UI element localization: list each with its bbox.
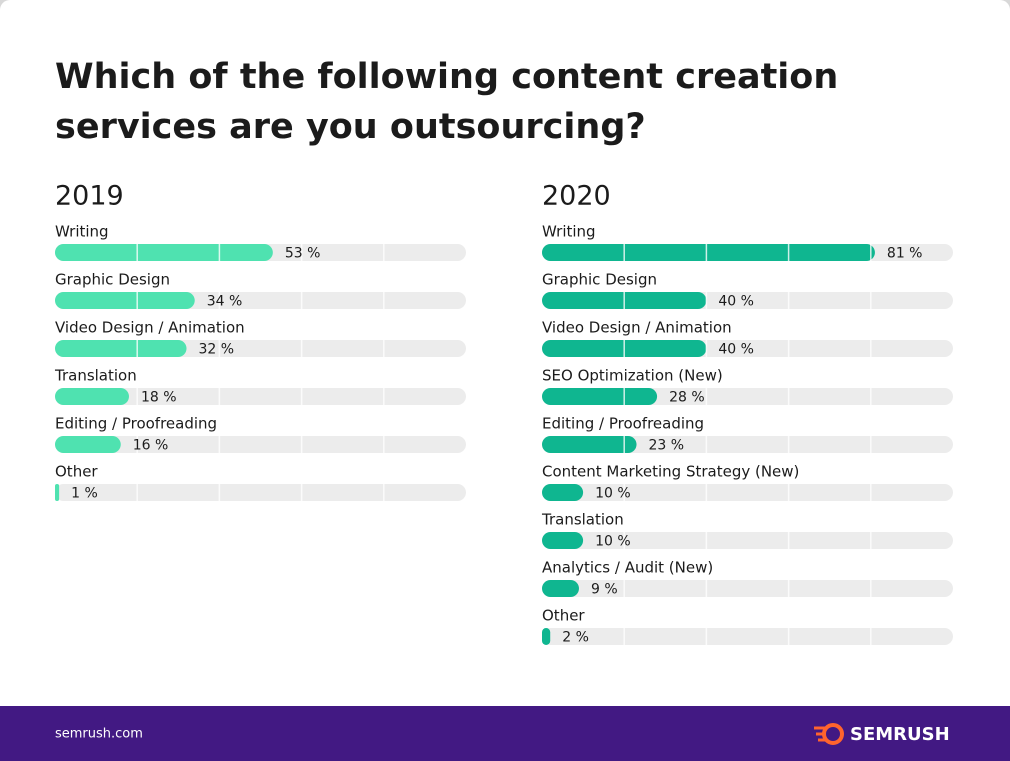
value-label: 10 % xyxy=(595,486,631,502)
category-label: Video Design / Animation xyxy=(55,319,245,337)
brand-name: SEMRUSH xyxy=(850,724,950,745)
bar xyxy=(542,628,551,645)
brand-logo: SEMRUSH xyxy=(814,723,950,745)
category-label: Writing xyxy=(542,223,596,241)
bar-track xyxy=(542,580,953,597)
bar xyxy=(542,580,579,597)
bar xyxy=(542,484,584,501)
chart-title: 2020 xyxy=(542,181,611,212)
category-label: Writing xyxy=(55,223,109,241)
bar-track xyxy=(55,484,466,501)
value-label: 53 % xyxy=(285,246,321,262)
value-label: 28 % xyxy=(669,390,705,406)
category-label: Translation xyxy=(541,511,624,529)
bar-track xyxy=(542,628,953,645)
bar xyxy=(55,388,129,405)
category-label: Translation xyxy=(54,367,137,385)
value-label: 32 % xyxy=(199,342,235,358)
bar-track xyxy=(55,388,466,405)
value-label: 16 % xyxy=(133,438,169,454)
category-label: SEO Optimization (New) xyxy=(542,367,723,385)
category-label: Editing / Proofreading xyxy=(542,415,704,433)
category-label: Video Design / Animation xyxy=(542,319,732,337)
bar xyxy=(542,388,658,405)
title-line: services are you outsourcing? xyxy=(55,107,646,147)
bar-track xyxy=(55,436,466,453)
category-label: Other xyxy=(542,607,585,625)
value-label: 2 % xyxy=(562,630,589,646)
bar xyxy=(542,436,637,453)
bar-track xyxy=(542,436,953,453)
bar-track xyxy=(542,484,953,501)
category-label: Other xyxy=(55,463,98,481)
chart-title: 2019 xyxy=(55,181,124,212)
value-label: 18 % xyxy=(141,390,177,406)
bar-chart: 2020 Writing 81 % Graphic Design 40 % Video D… xyxy=(541,181,953,646)
category-label: Content Marketing Strategy (New) xyxy=(542,463,799,481)
value-label: 9 % xyxy=(591,582,618,598)
category-label: Analytics / Audit (New) xyxy=(542,559,713,577)
footer-source: semrush.com xyxy=(55,727,143,742)
value-label: 1 % xyxy=(71,486,98,502)
value-label: 81 % xyxy=(887,246,923,262)
bar xyxy=(55,484,60,501)
value-label: 10 % xyxy=(595,534,631,550)
category-label: Graphic Design xyxy=(542,271,657,289)
value-label: 34 % xyxy=(207,294,243,310)
value-label: 40 % xyxy=(718,342,754,358)
bar xyxy=(55,436,121,453)
bar xyxy=(55,292,195,309)
value-label: 23 % xyxy=(649,438,685,454)
bar xyxy=(55,244,273,261)
bar-track xyxy=(542,532,953,549)
category-label: Graphic Design xyxy=(55,271,170,289)
bar xyxy=(55,340,187,357)
bar xyxy=(542,532,584,549)
bar-chart: 2019 Writing 53 % Graphic Design 34 % Video D… xyxy=(54,181,466,502)
value-label: 40 % xyxy=(718,294,754,310)
title-line: Which of the following content creation xyxy=(55,57,838,97)
bar xyxy=(542,244,875,261)
category-label: Editing / Proofreading xyxy=(55,415,217,433)
